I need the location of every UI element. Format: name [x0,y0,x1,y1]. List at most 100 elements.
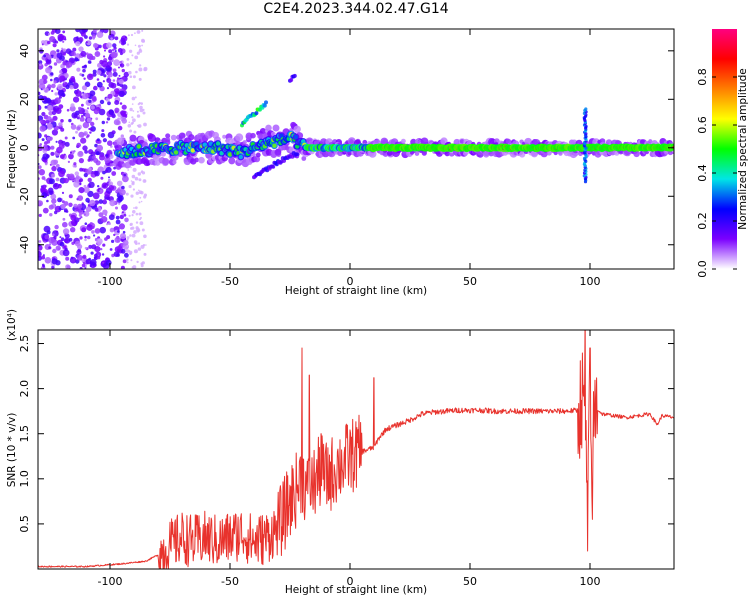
band-halo [198,156,205,164]
noise-speck [134,206,138,210]
band-halo [178,132,186,140]
band-core [272,143,277,148]
band-halo [421,150,427,156]
noise-speck [43,225,51,233]
noise-speck [61,191,65,194]
noise-speck [78,158,84,164]
noise-speck [121,41,125,46]
noise-speck [46,123,53,130]
noise-speck [128,184,132,189]
noise-speck [76,126,81,131]
noise-speck [119,63,125,68]
noise-speck [102,184,107,188]
noise-speck [133,249,138,254]
colorbar-gradient [712,29,737,269]
noise-speck [55,230,59,233]
noise-speck [59,241,65,247]
noise-speck [98,108,106,116]
noise-speck [143,122,147,127]
band-halo [259,128,267,135]
noise-speck [131,226,135,230]
noise-speck [60,237,65,241]
noise-speck [99,189,102,192]
band-halo [160,150,167,157]
band-halo [519,151,526,158]
noise-speck [114,36,119,41]
noise-speck [127,34,130,37]
noise-speck [62,61,67,66]
noise-speck [68,118,72,123]
noise-speck [65,264,71,269]
snr-y-tick-label: 1.5 [18,425,31,443]
noise-speck [56,52,63,59]
colorbar-tick-label: 0.8 [696,68,709,86]
noise-speck [66,108,70,112]
spectrogram-x-tick-label: 0 [347,275,354,288]
noise-speck [58,95,62,99]
noise-speck [94,228,101,234]
noise-speck [96,238,103,245]
band-halo [235,133,244,142]
noise-speck [130,33,134,37]
noise-speck [118,223,125,230]
noise-speck [109,199,116,207]
noise-speck [86,73,94,81]
noise-speck [64,237,71,244]
noise-speck [117,117,120,121]
noise-speck [71,112,78,119]
band-halo [633,150,640,158]
noise-speck [89,259,97,266]
noise-speck [136,114,141,118]
noise-speck [81,263,86,268]
noise-speck [83,173,88,178]
noise-speck [82,145,88,151]
noise-speck [79,116,85,122]
noise-speck [110,37,113,40]
noise-speck [93,85,98,91]
noise-speck [132,85,136,90]
snr-y-multiplier: (x10⁴) [6,309,18,341]
noise-speck [129,107,133,112]
noise-speck [48,187,54,193]
spectrogram-y-axis-title: Frequency (Hz) [6,109,18,188]
noise-speck [141,44,144,47]
noise-speck [126,236,130,240]
noise-speck [104,156,111,164]
noise-speck [58,183,61,187]
noise-speck [89,264,93,268]
noise-speck [106,65,110,69]
noise-speck [59,75,66,82]
noise-speck [108,181,114,186]
noise-speck [113,119,120,126]
noise-speck [41,74,48,81]
noise-speck [86,117,92,123]
noise-speck [64,210,67,213]
noise-speck [85,258,92,265]
noise-speck [55,164,60,168]
noise-speck [62,30,66,34]
noise-speck [69,105,76,112]
noise-speck [89,131,92,134]
noise-speck [121,211,124,214]
noise-speck [108,185,115,191]
noise-speck [53,159,59,165]
noise-speck [87,60,92,64]
band-halo [253,155,261,163]
noise-speck [144,180,146,182]
noise-speck [139,218,142,221]
noise-speck [48,178,55,185]
noise-speck [104,237,108,241]
noise-speck [118,74,121,77]
noise-speck [113,141,118,146]
noise-speck [88,55,94,61]
band-halo [129,134,137,142]
noise-speck [121,118,128,124]
noise-speck [96,81,103,88]
noise-speck [94,170,100,177]
noise-speck [73,181,80,188]
noise-speck [61,67,68,74]
noise-speck [95,117,99,121]
noise-speck [120,265,125,269]
noise-speck [81,227,87,233]
noise-speck [88,181,95,188]
